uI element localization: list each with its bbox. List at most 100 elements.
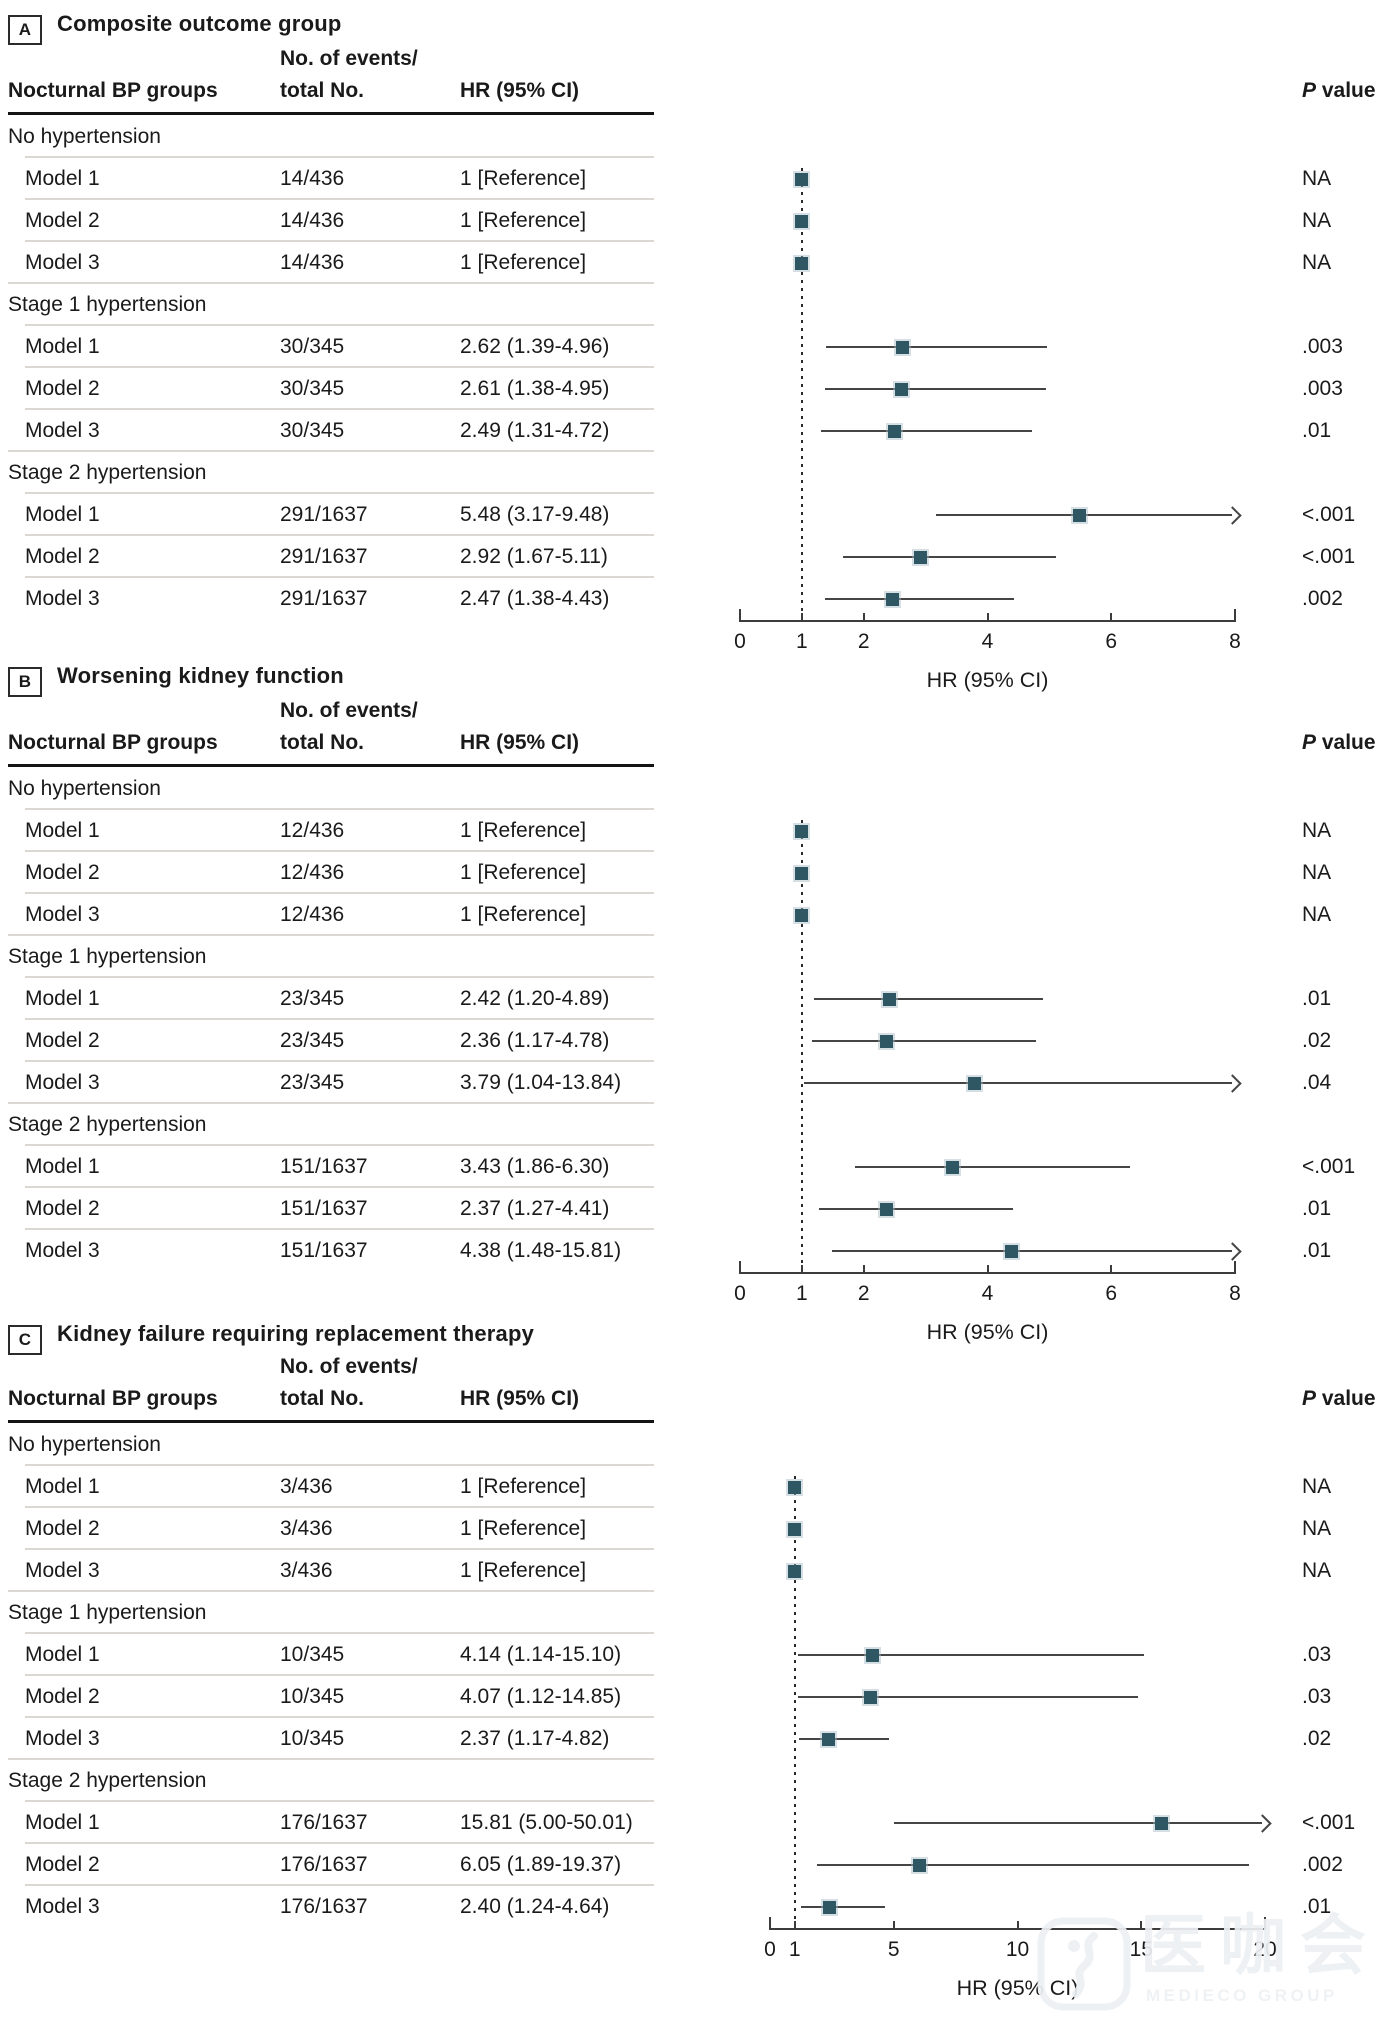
- hr-point-marker: [894, 382, 908, 396]
- hr-point-marker: [795, 824, 809, 838]
- ci-line: [855, 1166, 1130, 1168]
- p-value: .01: [1302, 1239, 1332, 1262]
- row-separator: [25, 366, 654, 368]
- panel-title: A Composite outcome group: [8, 13, 342, 45]
- x-axis-tick-label: 1: [788, 1938, 801, 1961]
- row-separator: [8, 1102, 654, 1104]
- group-row-label: Stage 1 hypertension: [8, 1601, 207, 1624]
- x-axis-tick-label: 6: [1105, 630, 1118, 653]
- model-row-label: Model 2: [25, 861, 100, 884]
- model-row-label: Model 2: [25, 1029, 100, 1052]
- p-value: NA: [1302, 903, 1332, 926]
- p-value: NA: [1302, 1475, 1332, 1498]
- hr-ci-value: 1 [Reference]: [460, 1475, 587, 1498]
- hr-point-marker: [864, 1690, 878, 1704]
- x-axis-tick-label: 0: [764, 1938, 776, 1961]
- row-separator: [25, 1464, 654, 1466]
- x-axis-tick-label: 1: [796, 630, 808, 653]
- model-row-label: Model 3: [25, 1071, 100, 1094]
- p-value: .003: [1302, 335, 1343, 358]
- reference-line: [800, 168, 803, 620]
- x-axis-tick: [800, 1265, 803, 1274]
- events-value: 291/1637: [280, 503, 368, 526]
- pvalue-header-rest: value: [1316, 1387, 1376, 1410]
- hr-ci-value: 3.43 (1.86-6.30): [460, 1155, 610, 1178]
- x-axis-tick: [986, 613, 989, 622]
- hr-point-marker: [788, 1480, 802, 1494]
- ci-line: [825, 388, 1047, 390]
- hr-point-marker: [887, 424, 901, 438]
- group-row-label: Stage 1 hypertension: [8, 293, 207, 316]
- hr-point-marker: [913, 1858, 927, 1872]
- model-row-label: Model 2: [25, 1853, 100, 1876]
- row-separator: [8, 450, 654, 452]
- hr-ci-value: 4.14 (1.14-15.10): [460, 1643, 622, 1666]
- model-row-label: Model 2: [25, 545, 100, 568]
- p-value: .003: [1302, 377, 1343, 400]
- x-axis-tick: [862, 613, 865, 622]
- p-value: NA: [1302, 209, 1332, 232]
- x-axis-tick: [739, 1261, 741, 1274]
- reference-line: [800, 820, 803, 1272]
- row-separator: [25, 976, 654, 978]
- col-header-group: Nocturnal BP groups: [8, 79, 218, 102]
- row-separator: [8, 1758, 654, 1760]
- events-value: 10/345: [280, 1643, 345, 1666]
- p-value: .01: [1302, 1895, 1332, 1918]
- hr-point-marker: [895, 340, 909, 354]
- x-axis-tick: [739, 609, 741, 622]
- p-value: NA: [1302, 1517, 1332, 1540]
- row-separator: [25, 1144, 654, 1146]
- ci-line: [812, 1040, 1036, 1042]
- x-axis-title: HR (95% CI): [926, 668, 1049, 692]
- group-row-label: No hypertension: [8, 777, 161, 800]
- model-row-label: Model 1: [25, 1155, 100, 1178]
- model-row-label: Model 3: [25, 251, 100, 274]
- hr-point-marker: [968, 1076, 981, 1090]
- model-row-label: Model 2: [25, 1197, 100, 1220]
- hr-point-marker: [1004, 1244, 1018, 1258]
- events-value: 30/345: [280, 377, 345, 400]
- ci-line: [825, 598, 1015, 600]
- hr-point-marker: [886, 592, 900, 606]
- ci-line: [797, 1696, 1138, 1698]
- events-value: 30/345: [280, 335, 345, 358]
- ci-line: [816, 1864, 1250, 1866]
- hr-point-marker: [914, 550, 928, 564]
- model-row-label: Model 3: [25, 1895, 100, 1918]
- row-separator: [25, 892, 654, 894]
- hr-ci-value: 2.92 (1.67-5.11): [460, 545, 608, 568]
- row-separator: [25, 408, 654, 410]
- events-value: 10/345: [280, 1685, 345, 1708]
- ci-line: [821, 430, 1033, 432]
- p-value: <.001: [1302, 1811, 1356, 1834]
- row-separator: [25, 240, 654, 242]
- events-value: 3/436: [280, 1559, 333, 1582]
- hr-ci-value: 1 [Reference]: [460, 1517, 587, 1540]
- events-value: 10/345: [280, 1727, 345, 1750]
- x-axis-tick: [1110, 613, 1113, 622]
- hr-point-marker: [879, 1034, 893, 1048]
- hr-ci-value: 15.81 (5.00-50.01): [460, 1811, 633, 1834]
- col-header-hr: HR (95% CI): [460, 731, 580, 754]
- x-axis-tick: [892, 1921, 895, 1930]
- model-row-label: Model 3: [25, 1727, 100, 1750]
- panel-title: B Worsening kidney function: [8, 665, 344, 697]
- model-row-label: Model 2: [25, 377, 100, 400]
- col-header-events-line2: total No.: [280, 731, 364, 754]
- p-value: <.001: [1302, 1155, 1356, 1178]
- group-row-label: Stage 2 hypertension: [8, 1769, 207, 1792]
- reference-line: [793, 1476, 796, 1928]
- hr-ci-value: 1 [Reference]: [460, 819, 587, 842]
- hr-point-marker: [822, 1732, 836, 1746]
- hr-point-marker: [795, 256, 809, 270]
- pvalue-header-italic-p: P: [1302, 731, 1317, 754]
- events-value: 3/436: [280, 1475, 333, 1498]
- hr-ci-value: 5.48 (3.17-9.48): [460, 503, 610, 526]
- p-value: NA: [1302, 167, 1332, 190]
- x-axis-tick-label: 15: [1129, 1938, 1153, 1961]
- col-header-pvalue: P value: [1302, 1388, 1376, 1410]
- ci-line: [893, 1822, 1262, 1824]
- col-header-hr: HR (95% CI): [460, 1387, 580, 1410]
